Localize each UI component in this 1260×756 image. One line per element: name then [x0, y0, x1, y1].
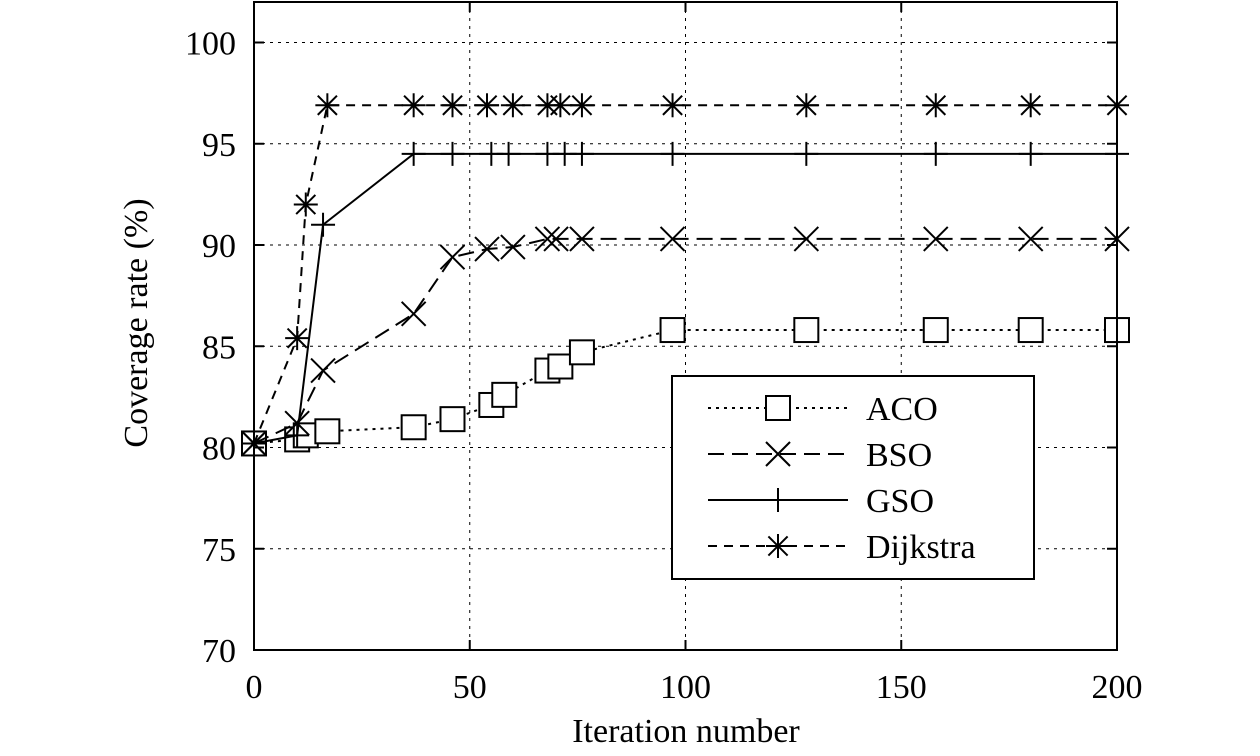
data-point-aco	[568, 339, 595, 366]
data-point-gso	[923, 141, 948, 166]
data-point-dijkstra	[569, 93, 594, 118]
y-tick-labels: 70 75 80 85 90 95 100	[185, 26, 236, 671]
data-point-aco	[659, 317, 686, 344]
data-point-dijkstra	[475, 93, 500, 118]
data-point-aco	[491, 381, 518, 408]
data-point-gso	[285, 423, 310, 448]
data-point-gso	[794, 141, 819, 166]
legend-marker-gso	[766, 488, 790, 512]
series-line-dijkstra	[253, 104, 1117, 444]
data-point-bso	[284, 410, 310, 436]
data-point-dijkstra	[794, 93, 819, 118]
y-tick-label: 100	[185, 26, 236, 63]
y-axis-label: Coverage rate (%)	[118, 198, 155, 447]
data-point-gso	[660, 141, 685, 166]
y-tick-label: 95	[202, 127, 236, 164]
legend-label-aco: ACO	[866, 391, 938, 428]
series-dijkstra	[242, 93, 1129, 456]
data-point-dijkstra	[285, 326, 310, 351]
data-point-aco	[1017, 317, 1044, 344]
series-aco	[241, 317, 1130, 457]
data-point-gso	[311, 212, 336, 237]
x-tick-label: 50	[453, 669, 487, 706]
x-tick-label: 100	[660, 669, 711, 706]
data-point-bso	[474, 236, 500, 262]
data-point-bso	[569, 226, 595, 252]
legend-label-dijkstra: Dijkstra	[866, 529, 976, 566]
legend-label-bso: BSO	[866, 437, 932, 474]
legend-marker-aco	[765, 395, 791, 421]
data-point-bso	[543, 226, 569, 252]
data-point-dijkstra	[923, 93, 948, 118]
data-point-dijkstra	[500, 93, 525, 118]
data-point-bso	[310, 357, 336, 384]
x-tick-labels: 0 50 100 150 200	[246, 669, 1143, 706]
data-point-aco	[547, 353, 574, 380]
data-point-aco	[439, 406, 466, 433]
legend-marker-dijkstra	[766, 534, 790, 558]
legend-marker-bso	[765, 441, 791, 467]
data-point-dijkstra	[660, 93, 685, 118]
legend: ACO BSO GSO Dijkstra	[671, 375, 1035, 580]
data-point-gso	[401, 141, 426, 166]
x-tick-label: 200	[1092, 669, 1143, 706]
y-tick-label: 70	[202, 633, 236, 670]
data-point-bso	[400, 301, 427, 327]
x-axis-label: Iteration number	[572, 713, 800, 750]
x-tick-label: 0	[246, 669, 263, 706]
data-point-aco	[793, 317, 820, 344]
y-tick-label: 90	[202, 228, 236, 265]
data-point-dijkstra	[1018, 93, 1043, 118]
legend-box	[671, 375, 1035, 580]
data-point-bso	[439, 244, 466, 270]
data-point-bso	[534, 226, 561, 252]
data-point-gso	[569, 141, 594, 166]
data-point-gso	[1018, 141, 1043, 166]
series-lines	[241, 93, 1130, 457]
data-point-aco	[314, 418, 341, 445]
y-tick-label: 85	[202, 329, 236, 366]
data-point-gso	[496, 141, 521, 166]
data-point-bso	[1017, 226, 1044, 252]
data-point-dijkstra	[293, 192, 318, 217]
x-tick-label: 150	[876, 669, 927, 706]
axes	[253, 1, 1118, 651]
y-tick-label: 75	[202, 532, 236, 569]
data-point-dijkstra	[548, 93, 573, 118]
data-point-bso	[793, 226, 820, 252]
data-point-bso	[500, 234, 526, 260]
series-line-bso	[253, 237, 1117, 445]
data-point-dijkstra	[315, 93, 340, 118]
legend-label-gso: GSO	[866, 483, 934, 520]
data-point-dijkstra	[440, 93, 465, 118]
data-point-bso	[923, 226, 949, 252]
data-point-gso	[440, 141, 465, 166]
y-tick-label: 80	[202, 431, 236, 468]
data-point-aco	[922, 317, 949, 344]
data-point-dijkstra	[401, 93, 426, 118]
data-point-aco	[400, 414, 427, 441]
data-point-bso	[659, 226, 686, 252]
